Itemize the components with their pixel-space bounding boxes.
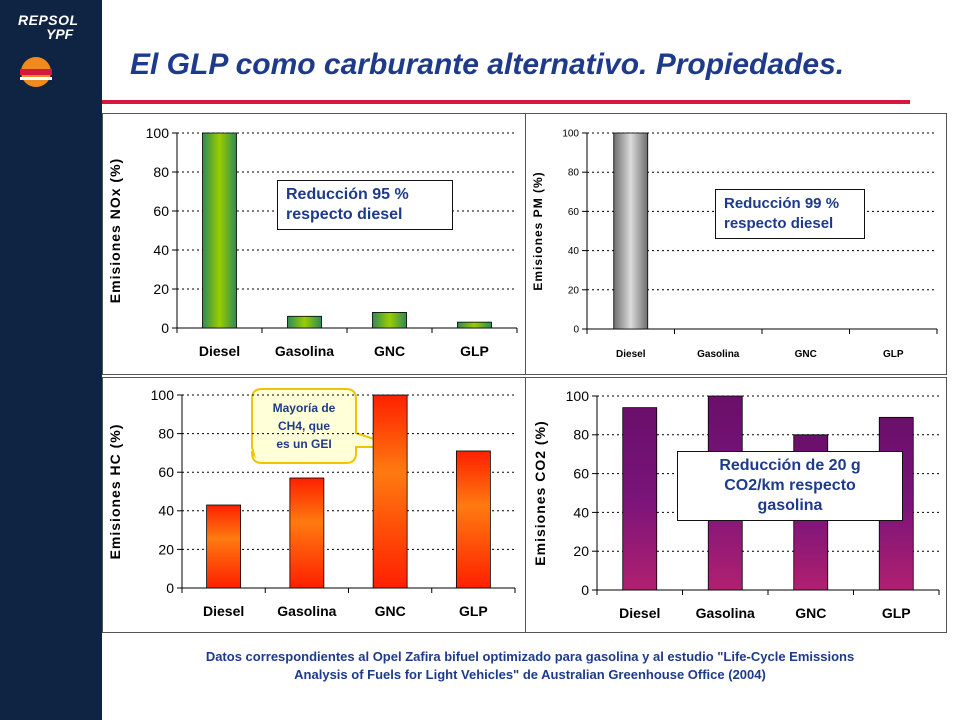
annotation-hc-line3: es un GEI — [276, 437, 332, 451]
nox-category-label: GLP — [460, 343, 489, 359]
hc-category-label: Diesel — [203, 603, 244, 619]
nox-y-axis-title: Emisiones NOx (%) — [107, 158, 123, 303]
pm-y-tick-label: 40 — [568, 246, 580, 257]
hc-bar-glp — [455, 450, 491, 589]
pm-bar-diesel — [613, 132, 649, 330]
nox-bar-glp — [457, 321, 492, 329]
nox-y-tick-label: 60 — [153, 203, 169, 219]
annotation-co2-line1: Reducción de 20 g — [719, 457, 861, 474]
co2-category-label: Gasolina — [696, 605, 755, 621]
annotation-hc-line2: CH4, que — [277, 419, 330, 433]
pm-category-label: Diesel — [616, 349, 646, 360]
annotation-hc: Mayoría de CH4, que es un GEI — [252, 399, 356, 453]
chart-panel-co2: 0 20 40 60 80 100 Diesel Gasolina GNC GLP Emisione… — [525, 377, 947, 633]
hc-y-tick-label: 0 — [166, 580, 174, 596]
co2-y-tick-label: 80 — [573, 427, 589, 443]
sidebar: REPSOL YPF — [0, 0, 102, 720]
hc-bar-gasolina — [289, 477, 325, 589]
title-divider — [102, 100, 910, 104]
pm-y-axis-title: Emisiones PM (%) — [531, 171, 545, 290]
hc-y-tick-label: 60 — [158, 464, 174, 480]
pm-category-label: GLP — [883, 349, 904, 360]
hc-y-tick-label: 80 — [158, 426, 174, 442]
footnote-line-2: Analysis of Fuels for Light Vehicles" de… — [294, 667, 766, 682]
nox-bar-diesel — [202, 132, 237, 329]
hc-y-axis-title: Emisiones HC (%) — [107, 424, 123, 560]
annotation-co2-line3: gasolina — [757, 497, 823, 514]
chart-nox: 0 20 40 60 80 100 Diesel Gasolina GNC GLP Emisione… — [102, 113, 526, 375]
chart-pm: 0 20 40 60 80 100 Diesel Gasolina GNC GLP Emisione… — [525, 113, 947, 375]
brand-line-1: REPSOL — [18, 12, 79, 28]
co2-category-label: GNC — [795, 605, 826, 621]
annotation-pm: Reducción 99 % respecto diesel — [715, 189, 865, 239]
hc-y-tick-label: 20 — [158, 541, 174, 557]
nox-bar-gnc — [372, 311, 407, 329]
hc-category-label: GNC — [375, 603, 406, 619]
co2-panel-border — [525, 377, 947, 633]
chart-hc: 0 20 40 60 80 100 Diesel Gasolina GNC GLP Emisione… — [102, 377, 526, 633]
annotation-nox-line1: Reducción 95 % — [286, 186, 409, 203]
page-title: El GLP como carburante alternativo. Prop… — [130, 48, 845, 81]
nox-y-tick-label: 100 — [146, 125, 170, 141]
chart-panel-nox: 0 20 40 60 80 100 Diesel Gasolina GNC GLP Emisione… — [102, 113, 526, 375]
pm-category-label: Gasolina — [697, 349, 740, 360]
annotation-co2: Reducción de 20 g CO2/km respecto gasoli… — [677, 451, 903, 521]
source-footnote: Datos correspondientes al Opel Zafira bi… — [110, 648, 950, 684]
hc-category-label: GLP — [459, 603, 488, 619]
hc-category-label: Gasolina — [277, 603, 336, 619]
co2-y-tick-label: 0 — [581, 582, 589, 598]
nox-y-tick-label: 0 — [161, 320, 169, 336]
hc-bar-diesel — [206, 504, 242, 589]
annotation-pm-line2: respecto diesel — [724, 215, 834, 232]
pm-y-tick-label: 0 — [573, 325, 579, 336]
co2-y-tick-label: 20 — [573, 543, 589, 559]
hc-y-tick-label: 40 — [158, 503, 174, 519]
nox-category-label: GNC — [374, 343, 405, 359]
pm-y-tick-label: 20 — [568, 285, 580, 296]
annotation-hc-line1: Mayoría de — [272, 401, 336, 415]
co2-category-label: GLP — [882, 605, 911, 621]
annotation-nox: Reducción 95 % respecto diesel — [277, 180, 453, 230]
co2-y-axis-title: Emisiones CO2 (%) — [532, 420, 548, 565]
co2-category-label: Diesel — [619, 605, 660, 621]
co2-y-tick-label: 60 — [573, 466, 589, 482]
hc-bar-gnc — [372, 394, 408, 589]
brand-logo: REPSOL YPF — [12, 12, 92, 87]
chart-panel-hc: 0 20 40 60 80 100 Diesel Gasolina GNC GLP Emisione… — [102, 377, 526, 633]
annotation-pm-line1: Reducción 99 % — [724, 195, 840, 212]
nox-category-label: Diesel — [199, 343, 240, 359]
sun-logo-icon — [20, 57, 52, 87]
chart-panel-pm: 0 20 40 60 80 100 Diesel Gasolina GNC GLP Emisione… — [525, 113, 947, 375]
nox-y-tick-label: 20 — [153, 281, 169, 297]
co2-y-tick-label: 100 — [566, 388, 590, 404]
pm-y-tick-label: 60 — [568, 207, 580, 218]
annotation-co2-line2: CO2/km respecto — [724, 477, 856, 494]
co2-y-tick-label: 40 — [573, 504, 589, 520]
pm-panel-border — [525, 113, 947, 375]
nox-category-label: Gasolina — [275, 343, 334, 359]
nox-y-tick-label: 80 — [153, 164, 169, 180]
brand-line-2: YPF — [46, 26, 74, 42]
pm-y-tick-label: 80 — [568, 168, 580, 179]
hc-y-tick-label: 100 — [151, 387, 175, 403]
footnote-line-1: Datos correspondientes al Opel Zafira bi… — [205, 649, 855, 664]
co2-bar-diesel — [622, 407, 658, 591]
nox-bar-gasolina — [287, 315, 322, 329]
annotation-nox-line2: respecto diesel — [286, 206, 403, 223]
pm-y-tick-label: 100 — [562, 129, 579, 140]
pm-category-label: GNC — [795, 349, 817, 360]
nox-y-tick-label: 40 — [153, 242, 169, 258]
